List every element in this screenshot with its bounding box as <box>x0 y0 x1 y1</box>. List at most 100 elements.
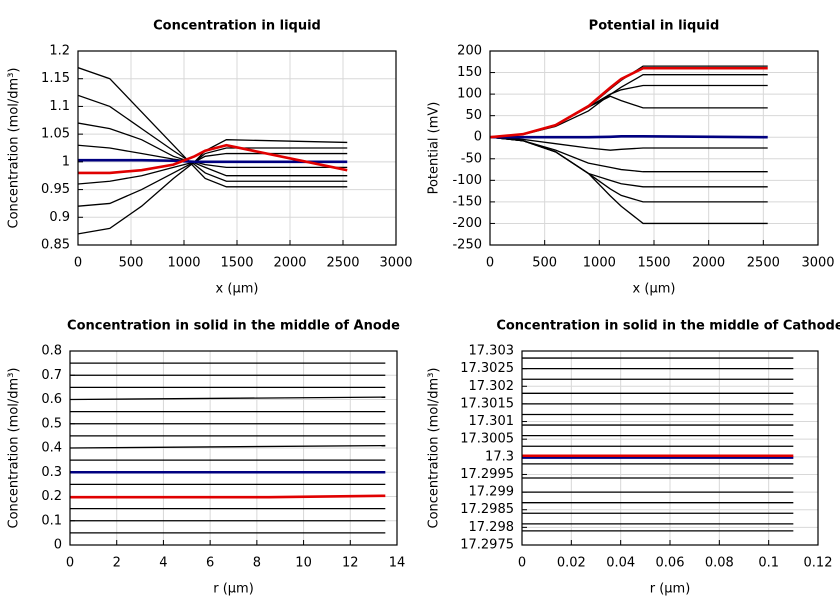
data-line <box>490 136 768 173</box>
y-tick-label: 17.3025 <box>460 361 514 376</box>
data-line <box>78 143 348 175</box>
x-tick-label: 0.04 <box>606 556 635 571</box>
x-tick-label: 0 <box>518 556 526 571</box>
x-tick-label: 3000 <box>379 256 412 271</box>
plot-frame <box>521 350 819 546</box>
x-tick-label: 1500 <box>637 256 670 271</box>
x-tick-label: 2000 <box>273 256 306 271</box>
data-line <box>78 147 348 207</box>
x-tick-label: 8 <box>253 556 261 571</box>
y-tick-label: 1.15 <box>41 71 70 86</box>
data-line <box>490 136 768 188</box>
y-tick-label: 17.302 <box>469 379 515 394</box>
data-line <box>490 135 768 139</box>
y-tick-label: -100 <box>452 173 482 188</box>
data-line <box>490 66 768 139</box>
x-axis-label: x (µm) <box>216 282 259 297</box>
data-line <box>490 136 768 225</box>
y-tick-label: 0.3 <box>41 465 62 480</box>
y-tick-label: 1.1 <box>49 99 70 114</box>
x-tick-label: 4 <box>159 556 167 571</box>
y-tick-label: 100 <box>457 87 482 102</box>
x-tick-label: 12 <box>342 556 359 571</box>
x-tick-label: 1000 <box>583 256 616 271</box>
y-tick-label: 0.2 <box>41 489 62 504</box>
x-tick-label: 0.08 <box>705 556 734 571</box>
y-tick-label: 0.8 <box>41 344 62 359</box>
y-tick-label: 17.2975 <box>460 538 514 553</box>
x-tick-label: 2500 <box>747 256 780 271</box>
plot-frame <box>489 50 819 246</box>
chart-title: Potential in liquid <box>589 19 720 34</box>
x-tick-label: 10 <box>295 556 312 571</box>
x-tick-label: 0.1 <box>758 556 779 571</box>
y-tick-label: 0.9 <box>49 210 70 225</box>
data-line <box>70 444 386 449</box>
y-tick-label: -250 <box>452 238 482 253</box>
y-tick-label: 1 <box>62 154 70 169</box>
y-tick-label: 17.303 <box>469 344 515 359</box>
y-tick-label: 17.2995 <box>460 467 514 482</box>
data-line <box>70 494 386 499</box>
x-tick-label: 3000 <box>801 256 834 271</box>
data-line <box>490 136 768 203</box>
plot-frame <box>77 50 397 246</box>
x-tick-label: 2000 <box>692 256 725 271</box>
data-line <box>490 74 768 138</box>
x-tick-label: 0 <box>66 556 74 571</box>
x-tick-label: 0.12 <box>804 556 833 571</box>
y-tick-label: 1.2 <box>49 44 70 59</box>
y-axis-label: Concentration (mol/dm³) <box>427 368 442 529</box>
y-tick-label: 150 <box>457 65 482 80</box>
x-tick-label: 500 <box>532 256 557 271</box>
y-tick-label: 17.299 <box>469 485 515 500</box>
y-axis-label: Concentration (mol/dm³) <box>7 368 22 529</box>
x-axis-label: r (µm) <box>650 582 691 597</box>
y-tick-label: 0.1 <box>41 513 62 528</box>
y-tick-label: 17.301 <box>469 414 515 429</box>
data-line <box>78 152 348 185</box>
chart-title: Concentration in solid in the middle of … <box>496 319 840 334</box>
x-tick-label: 2500 <box>326 256 359 271</box>
x-tick-label: 500 <box>119 256 144 271</box>
data-line <box>490 65 768 138</box>
y-tick-label: 17.3 <box>485 449 514 464</box>
y-tick-label: 0.7 <box>41 368 62 383</box>
y-tick-label: 50 <box>465 108 482 123</box>
x-tick-label: 1500 <box>220 256 253 271</box>
chart-title: Concentration in liquid <box>153 19 321 34</box>
x-axis-label: x (µm) <box>633 282 676 297</box>
data-line <box>78 139 348 235</box>
x-tick-label: 0.06 <box>656 556 685 571</box>
data-line <box>490 84 768 138</box>
x-axis-label: r (µm) <box>213 582 254 597</box>
x-tick-label: 6 <box>206 556 214 571</box>
data-line <box>78 67 348 188</box>
y-tick-label: 0.95 <box>41 182 70 197</box>
y-tick-label: -50 <box>461 151 482 166</box>
chart-title: Concentration in solid in the middle of … <box>67 319 400 334</box>
x-tick-label: 2 <box>113 556 121 571</box>
y-axis-label: Potential (mV) <box>427 102 442 195</box>
y-tick-label: 0.4 <box>41 441 62 456</box>
y-tick-label: 17.298 <box>469 520 515 535</box>
y-tick-label: 0.6 <box>41 392 62 407</box>
y-tick-label: 17.2985 <box>460 502 514 517</box>
y-tick-label: 17.3015 <box>460 396 514 411</box>
y-tick-label: -200 <box>452 216 482 231</box>
x-tick-label: 0.02 <box>557 556 586 571</box>
data-line <box>78 94 348 182</box>
x-tick-label: 0 <box>74 256 82 271</box>
plot-frame <box>69 350 398 546</box>
y-tick-label: 0.5 <box>41 416 62 431</box>
y-axis-label: Concentration (mol/dm³) <box>7 68 22 229</box>
y-tick-label: 0 <box>54 538 62 553</box>
x-tick-label: 1000 <box>167 256 200 271</box>
y-tick-label: 200 <box>457 44 482 59</box>
y-tick-label: -150 <box>452 194 482 209</box>
y-tick-label: 17.3005 <box>460 432 514 447</box>
data-line <box>70 396 386 401</box>
x-tick-label: 0 <box>486 256 494 271</box>
